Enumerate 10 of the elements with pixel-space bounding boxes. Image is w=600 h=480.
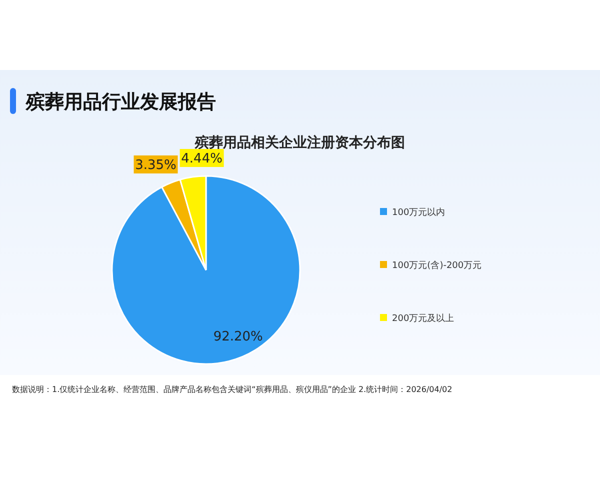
legend-label: 200万元及以上 bbox=[392, 313, 454, 324]
data-label: 4.44% bbox=[181, 151, 222, 166]
chart-title: 殡葬用品行业发展报告 bbox=[25, 91, 216, 113]
text: 数据说明：1.仅统计企业名称、经营范围、品牌产品名称包含关键词“殡葬用品、殡仪用品”的企业 2.统计时间：2026/04/02 bbox=[12, 385, 452, 394]
legend-label: 100万元(含)-200万元 bbox=[392, 260, 482, 271]
chart-subtitle: 殡葬用品相关企业注册资本分布图 bbox=[194, 134, 405, 151]
data-label: 92.20% bbox=[213, 330, 263, 345]
data-label: 3.35% bbox=[135, 158, 176, 173]
pie-slice bbox=[111, 175, 301, 365]
legend-label: 100万元以内 bbox=[392, 207, 446, 218]
